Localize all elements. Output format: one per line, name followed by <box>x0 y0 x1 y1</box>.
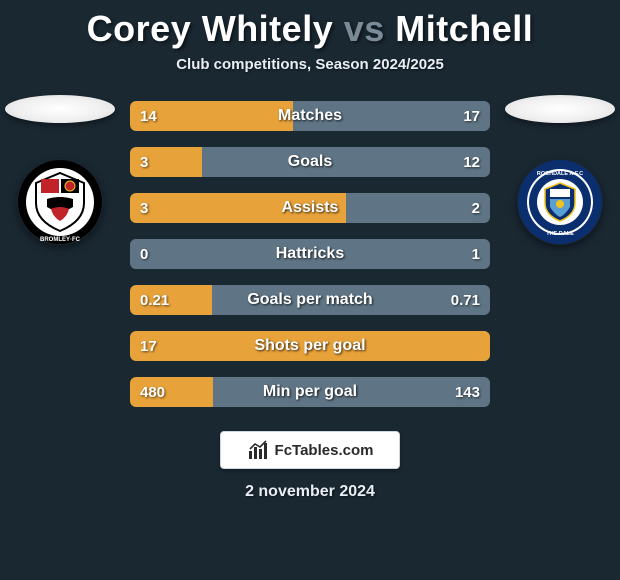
right-avatar-placeholder <box>505 95 615 123</box>
stat-bar-right <box>212 285 490 315</box>
stat-row: Assists32 <box>130 193 490 223</box>
left-player-column: BROMLEY·FC <box>0 95 120 245</box>
stat-value-left: 480 <box>140 384 165 401</box>
stat-row: Shots per goal17 <box>130 331 490 361</box>
left-club-badge: BROMLEY·FC <box>17 159 103 245</box>
comparison-date: 2 november 2024 <box>0 483 620 501</box>
brand-chart-icon <box>247 439 269 461</box>
stat-bar-right <box>130 239 490 269</box>
stat-row: Matches1417 <box>130 101 490 131</box>
stat-row: Hattricks01 <box>130 239 490 269</box>
brand-text: FcTables.com <box>275 442 374 459</box>
stat-value-right: 143 <box>455 384 480 401</box>
subtitle: Club competitions, Season 2024/2025 <box>0 56 620 73</box>
stat-value-right: 0.71 <box>451 292 480 309</box>
stat-value-right: 1 <box>472 246 480 263</box>
stat-value-left: 0 <box>140 246 148 263</box>
stat-row: Goals312 <box>130 147 490 177</box>
left-avatar-placeholder <box>5 95 115 123</box>
stat-bar-left <box>130 193 346 223</box>
stat-row: Min per goal480143 <box>130 377 490 407</box>
stat-value-right: 12 <box>463 154 480 171</box>
stat-value-left: 3 <box>140 154 148 171</box>
stat-bar-left <box>130 331 490 361</box>
bromley-badge-icon: BROMLEY·FC <box>17 159 103 245</box>
svg-text:THE DALE: THE DALE <box>546 231 574 237</box>
stats-bars: Matches1417Goals312Assists32Hattricks01G… <box>130 101 490 407</box>
rochdale-badge-icon: ROCHDALE A.F.C THE DALE <box>517 159 603 245</box>
stat-value-left: 3 <box>140 200 148 217</box>
svg-text:BROMLEY·FC: BROMLEY·FC <box>40 237 81 243</box>
stat-value-right: 2 <box>472 200 480 217</box>
player-right-name: Mitchell <box>395 8 533 49</box>
right-player-column: ROCHDALE A.F.C THE DALE <box>500 95 620 245</box>
svg-text:ROCHDALE A.F.C: ROCHDALE A.F.C <box>537 171 583 177</box>
stat-value-left: 0.21 <box>140 292 169 309</box>
stat-bar-right <box>293 101 490 131</box>
stat-bar-right <box>213 377 490 407</box>
comparison-title: Corey Whitely vs Mitchell <box>0 0 620 50</box>
stat-bar-right <box>346 193 490 223</box>
comparison-stage: BROMLEY·FC ROCHDALE A.F.C THE DALE Match… <box>0 101 620 407</box>
player-left-name: Corey Whitely <box>87 8 334 49</box>
stat-bar-right <box>202 147 490 177</box>
stat-value-right: 17 <box>463 108 480 125</box>
right-club-badge: ROCHDALE A.F.C THE DALE <box>517 159 603 245</box>
stat-value-left: 14 <box>140 108 157 125</box>
stat-value-left: 17 <box>140 338 157 355</box>
brand-pill[interactable]: FcTables.com <box>220 431 400 469</box>
vs-separator: vs <box>344 8 385 49</box>
stat-row: Goals per match0.210.71 <box>130 285 490 315</box>
